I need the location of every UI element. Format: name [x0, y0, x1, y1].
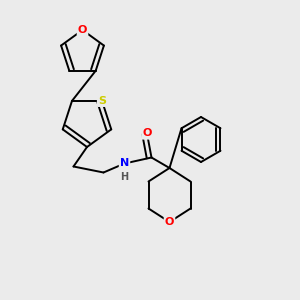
Text: H: H — [120, 172, 129, 182]
Text: S: S — [98, 96, 106, 106]
Text: O: O — [165, 217, 174, 227]
Text: O: O — [78, 25, 87, 35]
Text: O: O — [142, 128, 152, 139]
Text: N: N — [120, 158, 129, 169]
